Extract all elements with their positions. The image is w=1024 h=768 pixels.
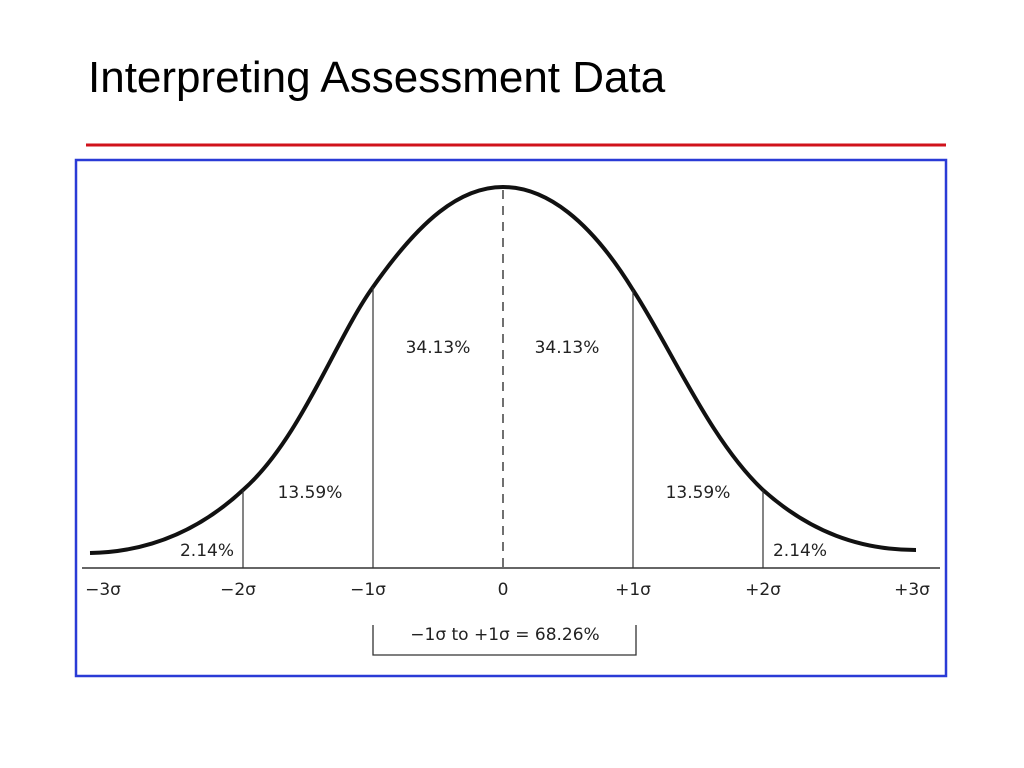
slide-title: Interpreting Assessment Data: [88, 53, 666, 102]
region-label: 2.14%: [773, 541, 827, 561]
axis-label: +1σ: [615, 580, 651, 600]
axis-label: −3σ: [85, 580, 121, 600]
bell-curve-diagram: −3σ −2σ −1σ 0 +1σ +2σ +3σ 2.14% 13.59% 3…: [82, 184, 940, 656]
axis-label: +2σ: [745, 580, 781, 600]
axis-label: 0: [498, 580, 509, 600]
region-label: 34.13%: [535, 338, 600, 358]
bracket-label: −1σ to +1σ = 68.26%: [410, 625, 599, 645]
region-label: 34.13%: [406, 338, 471, 358]
axis-label: −1σ: [350, 580, 386, 600]
region-label: 13.59%: [278, 483, 343, 503]
axis-label: −2σ: [220, 580, 256, 600]
curve: [89, 184, 917, 555]
figure-frame: [74, 158, 948, 678]
axis-label: +3σ: [894, 580, 930, 600]
region-label: 13.59%: [666, 483, 731, 503]
region-label: 2.14%: [180, 541, 234, 561]
bracket: [372, 625, 637, 656]
